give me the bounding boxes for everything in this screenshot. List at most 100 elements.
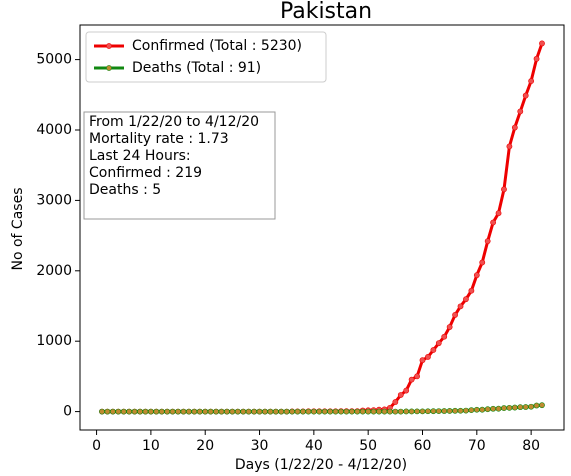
data-point	[419, 357, 426, 364]
data-point	[463, 407, 469, 414]
data-point	[376, 408, 382, 415]
data-point	[251, 408, 257, 415]
data-point	[164, 408, 171, 415]
data-point	[468, 287, 475, 294]
y-tick-label: 2000	[36, 263, 72, 279]
data-point	[539, 40, 545, 47]
legend-label: Confirmed (Total : 5230)	[132, 38, 302, 54]
y-tick-label: 1000	[36, 333, 72, 349]
data-point	[158, 408, 165, 415]
data-point	[218, 408, 225, 415]
data-point	[414, 373, 420, 380]
data-point	[327, 408, 334, 415]
data-point	[441, 333, 448, 340]
data-point	[126, 408, 133, 415]
annotation-line: Deaths : 5	[89, 182, 161, 198]
data-point	[267, 408, 274, 415]
data-point	[278, 408, 285, 415]
data-point	[180, 408, 187, 415]
annotation-box	[83, 111, 276, 220]
data-point	[213, 408, 219, 415]
data-point	[414, 408, 420, 415]
data-point	[321, 408, 328, 415]
data-point	[484, 238, 491, 245]
data-point	[332, 408, 339, 415]
data-point	[397, 392, 404, 398]
data-point	[522, 92, 529, 99]
data-point	[120, 408, 127, 415]
data-point	[354, 408, 361, 415]
data-point	[528, 78, 535, 84]
data-point	[435, 408, 442, 414]
data-point	[408, 408, 415, 415]
data-point	[473, 406, 480, 413]
x-tick-label: 20	[196, 438, 214, 454]
annotation-line: Mortality rate : 1.73	[89, 131, 229, 147]
data-point	[191, 408, 198, 415]
data-point	[294, 408, 301, 415]
x-axis-label: Days (1/22/20 - 4/12/20)	[235, 457, 407, 473]
data-point	[484, 406, 491, 413]
data-point	[501, 186, 507, 193]
data-point	[207, 408, 214, 415]
data-point	[425, 408, 431, 415]
data-point	[202, 408, 209, 415]
data-point	[452, 407, 458, 414]
legend-box	[85, 31, 327, 83]
data-point	[283, 408, 290, 415]
data-point	[99, 408, 105, 415]
data-point	[495, 210, 502, 217]
data-point	[522, 404, 529, 410]
data-point	[495, 405, 502, 412]
data-point	[473, 272, 480, 279]
data-point	[457, 303, 464, 310]
data-point	[397, 408, 404, 415]
data-point	[517, 108, 524, 115]
data-point	[392, 408, 399, 415]
x-tick-label: 60	[414, 438, 432, 454]
data-point	[403, 387, 410, 394]
data-point	[262, 408, 268, 415]
data-point	[245, 408, 252, 415]
data-point	[196, 408, 203, 415]
x-tick-label: 50	[359, 438, 377, 454]
data-point	[316, 408, 323, 415]
data-point	[300, 408, 306, 415]
data-point	[457, 407, 464, 414]
data-point	[137, 408, 143, 415]
data-point	[408, 376, 415, 383]
data-point	[533, 55, 540, 62]
annotation-line: From 1/22/20 to 4/12/20	[89, 114, 259, 130]
data-point	[479, 406, 486, 413]
data-point	[517, 404, 524, 411]
data-point	[109, 408, 116, 415]
x-tick-label: 80	[522, 438, 540, 454]
data-point	[224, 408, 230, 415]
data-point	[365, 408, 372, 415]
data-point	[490, 405, 497, 412]
data-point	[104, 408, 111, 415]
data-point	[539, 402, 545, 409]
data-point	[142, 408, 149, 415]
y-tick-label: 4000	[36, 122, 72, 138]
legend-marker	[106, 65, 112, 71]
data-point	[387, 408, 393, 415]
data-point	[452, 312, 458, 318]
data-point	[272, 408, 279, 415]
data-point	[153, 408, 160, 415]
legend-label: Deaths (Total : 91)	[132, 60, 261, 76]
legend-marker	[106, 43, 112, 49]
data-point	[446, 408, 453, 414]
data-point	[305, 408, 312, 415]
data-point	[430, 408, 437, 415]
data-point	[511, 404, 518, 411]
data-point	[169, 408, 176, 415]
data-point	[435, 340, 442, 347]
data-point	[468, 407, 475, 414]
data-point	[403, 408, 410, 415]
y-tick-label: 5000	[36, 52, 72, 68]
data-point	[256, 408, 263, 415]
data-point	[501, 405, 507, 411]
data-point	[338, 408, 344, 415]
data-point	[147, 408, 154, 415]
